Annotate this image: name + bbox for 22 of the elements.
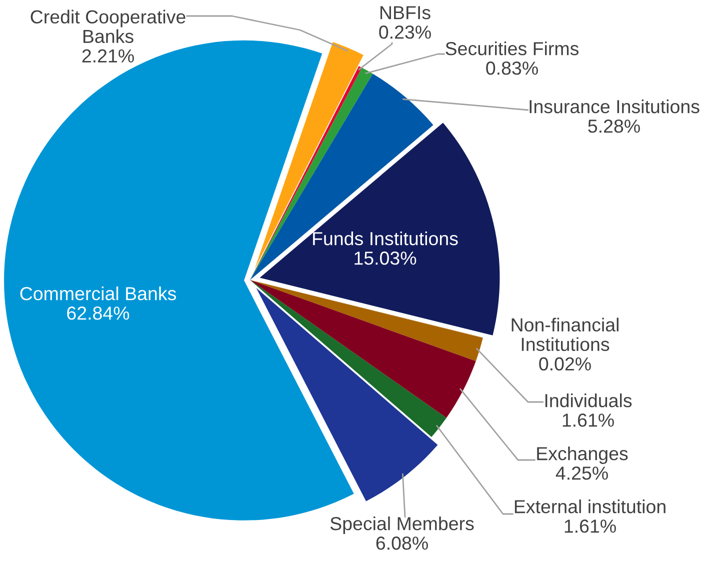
data-label: 0.23% [379,26,431,39]
data-label: 1.61% [562,414,614,427]
data-label: 1.61% [564,520,616,533]
slice-label: Exchanges [537,446,628,464]
data-label: 4.25% [556,466,608,480]
slice-label: Credit Cooperative Banks [30,10,186,44]
data-label: 0.83% [486,62,538,75]
slice-label: External institution [514,500,666,514]
slice-label: Individuals [545,394,632,408]
slice-label: Securities Firms [446,42,579,56]
data-label: 62.84% [67,306,130,320]
slice-label: Commercial Banks [20,286,176,300]
slice-label: Insurance Insitutions [530,100,700,114]
slice-label: Funds Institutions [313,232,458,246]
data-label: 5.28% [588,120,640,133]
data-label: 2.21% [82,49,134,62]
data-label: 0.02% [539,357,591,371]
slice-label: NBFIs [380,6,430,20]
data-label: 6.08% [376,536,428,550]
data-label: 15.03% [354,252,416,265]
slice-label: Special Members [330,516,474,534]
slice-label: Non-financial Institutions [512,318,618,352]
